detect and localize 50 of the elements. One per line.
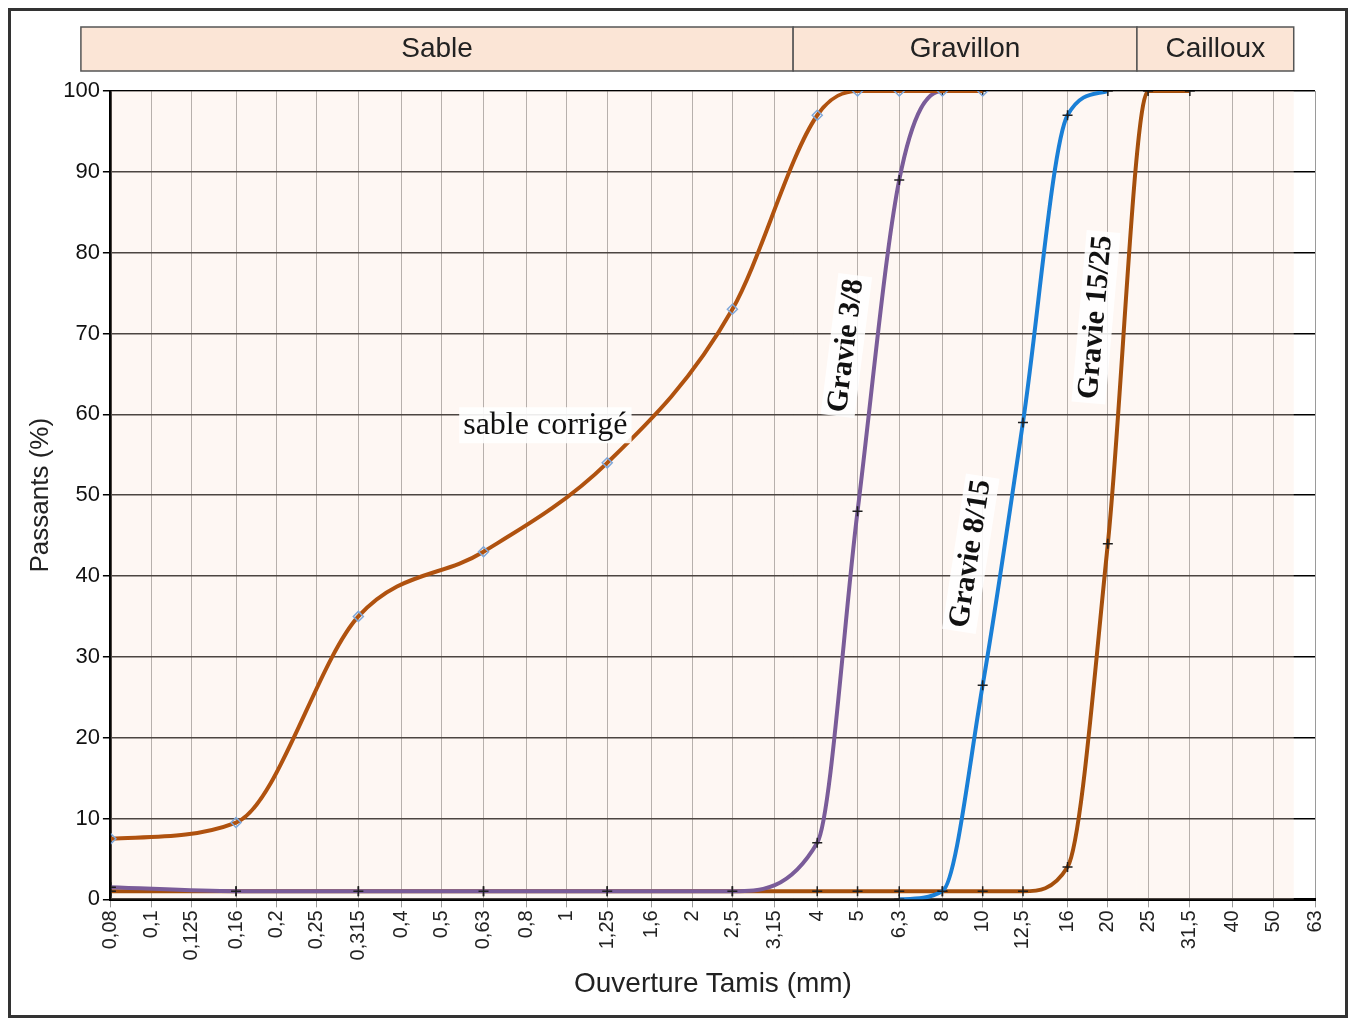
x-tick-label: 16 <box>1055 910 1078 933</box>
y-tick-label: 40 <box>75 562 100 588</box>
x-tick-label: 10 <box>970 910 993 933</box>
band-label: Gravillon <box>909 31 1021 63</box>
x-tick-label: 0,125 <box>179 910 201 961</box>
x-tick-label: 25 <box>1135 910 1158 933</box>
x-tick-label: 1,25 <box>594 910 617 950</box>
y-tick-label: 90 <box>75 157 100 183</box>
x-tick-label: 5 <box>845 910 868 922</box>
x-tick-label: 0,5 <box>429 910 452 939</box>
y-tick-label: 80 <box>75 238 100 264</box>
text: Gravie 3/8 <box>818 276 869 414</box>
y-tick-label: 100 <box>63 77 100 103</box>
text: Gravie 8/15 <box>940 477 996 630</box>
y-tick-label: 30 <box>75 642 100 668</box>
y-tick-label: 50 <box>75 481 100 507</box>
x-tick-label: 0,16 <box>223 910 246 950</box>
x-tick-label: 1,6 <box>639 910 662 939</box>
x-tick-label: 0,8 <box>514 910 537 939</box>
x-tick-label: 0,08 <box>98 910 121 950</box>
x-tick-label: 2,5 <box>719 910 742 939</box>
x-tick-label: 63 <box>1302 910 1325 933</box>
y-tick-label: 60 <box>75 400 100 426</box>
band-label: Sable <box>401 31 473 63</box>
text: Gravie 15/25 <box>1069 233 1117 401</box>
y-axis-title: Passants (%) <box>23 417 54 573</box>
x-tick-label: 2 <box>679 910 702 922</box>
x-tick-label: 1 <box>554 910 577 922</box>
x-tick-label: 3,15 <box>761 910 784 950</box>
x-tick-label: 0,4 <box>389 910 412 939</box>
x-tick-label: 0,315 <box>345 910 368 961</box>
x-tick-label: 0,2 <box>263 910 286 939</box>
x-tick-label: 40 <box>1220 910 1243 933</box>
x-axis-title: Ouverture Tamis (mm) <box>573 966 852 998</box>
y-tick-label: 10 <box>75 804 100 830</box>
y-tick-label: 20 <box>75 723 100 749</box>
x-tick-label: 0,63 <box>471 910 494 950</box>
x-tick-label: 0,1 <box>138 910 161 939</box>
x-tick-label: 0,25 <box>304 910 327 950</box>
series-label: sable corrigé <box>463 404 628 441</box>
x-tick-label: 50 <box>1260 910 1283 933</box>
y-tick-label: 70 <box>75 319 100 345</box>
x-tick-label: 4 <box>804 910 827 922</box>
x-tick-label: 20 <box>1095 910 1118 933</box>
x-tick-label: 31,5 <box>1177 910 1200 950</box>
x-tick-label: 12,5 <box>1010 910 1033 950</box>
x-tick-label: 6,3 <box>886 910 909 939</box>
x-tick-label: 8 <box>929 910 952 922</box>
band-label: Cailloux <box>1165 31 1266 63</box>
y-tick-label: 0 <box>87 885 100 911</box>
